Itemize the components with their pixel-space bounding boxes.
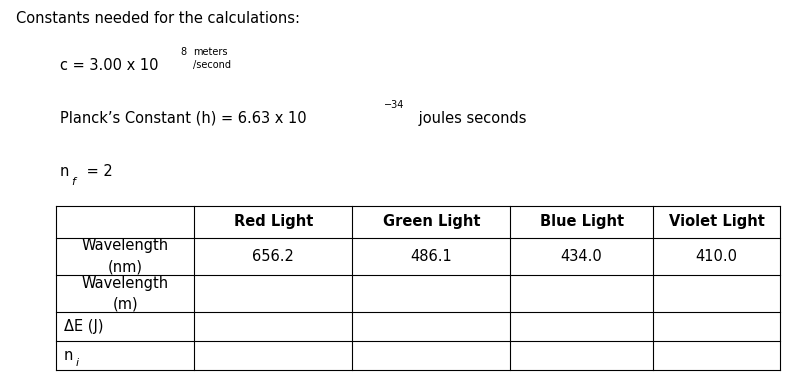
Text: (m): (m) [112, 297, 138, 312]
Text: 410.0: 410.0 [696, 249, 738, 264]
Text: Wavelength: Wavelength [81, 276, 169, 291]
Text: 486.1: 486.1 [411, 249, 452, 264]
Text: n: n [64, 349, 73, 363]
Text: meters: meters [193, 47, 227, 57]
Text: 656.2: 656.2 [252, 249, 295, 264]
Text: 434.0: 434.0 [560, 249, 603, 264]
Text: /second: /second [193, 60, 231, 70]
Text: Red Light: Red Light [234, 214, 313, 229]
Text: Planck’s Constant (h) = 6.63 x 10: Planck’s Constant (h) = 6.63 x 10 [60, 111, 306, 126]
Text: f: f [71, 177, 75, 187]
Text: Green Light: Green Light [383, 214, 480, 229]
Text: (nm): (nm) [107, 260, 142, 274]
Text: Violet Light: Violet Light [669, 214, 764, 229]
Text: Constants needed for the calculations:: Constants needed for the calculations: [16, 11, 300, 26]
Text: n: n [60, 164, 69, 179]
Text: 8: 8 [181, 47, 187, 57]
Text: Wavelength: Wavelength [81, 239, 169, 253]
Text: ΔE (J): ΔE (J) [64, 319, 103, 335]
Text: i: i [76, 358, 79, 369]
Text: −34: −34 [384, 100, 405, 110]
Text: c = 3.00 x 10: c = 3.00 x 10 [60, 58, 158, 73]
Text: = 2: = 2 [82, 164, 113, 179]
Text: joules seconds: joules seconds [414, 111, 526, 126]
Text: Blue Light: Blue Light [540, 214, 624, 229]
